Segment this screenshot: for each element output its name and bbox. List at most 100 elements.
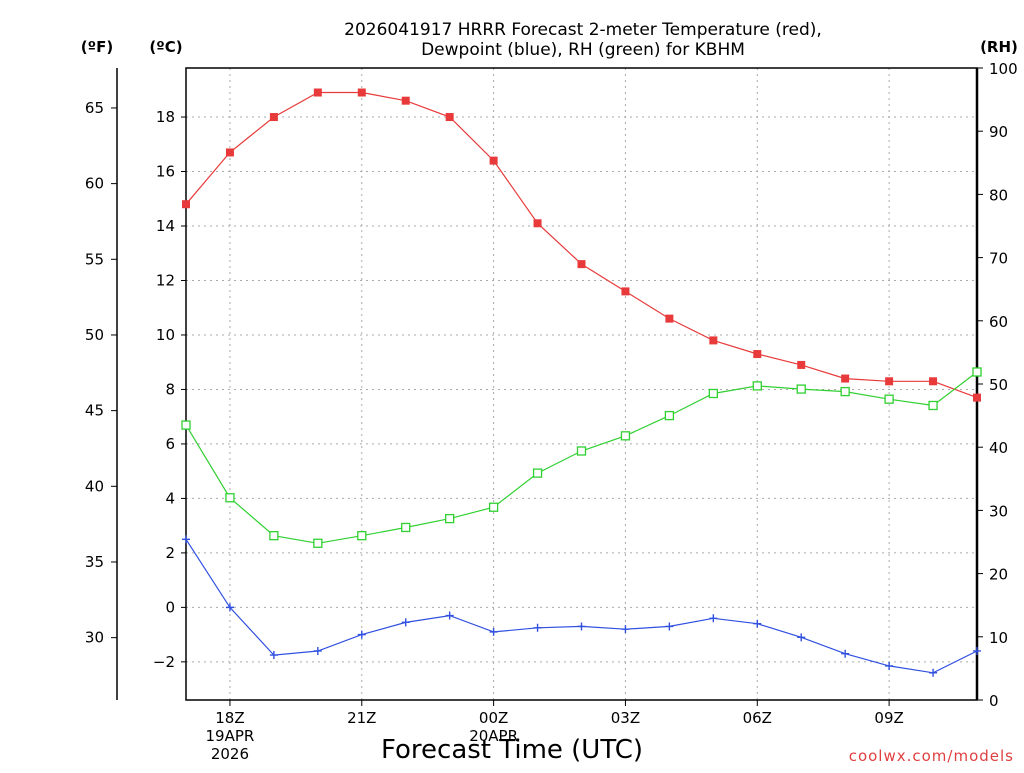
celsius-tick-label: 2 [165,544,175,562]
dewpoint-point [269,651,278,660]
dewpoint-point [885,661,894,670]
dewpoint-point [357,630,366,639]
celsius-unit-label: (ºC) [149,38,182,56]
temperature-point [182,200,190,209]
data-series [181,88,982,677]
rh-point [884,394,894,404]
fahrenheit-tick-label: 60 [85,175,104,193]
x-tick-label: 09Z [874,709,903,727]
rh-tick-label: 90 [989,123,1008,141]
x-tick-label: 21Z [347,709,376,727]
fahrenheit-tick-label: 40 [85,477,104,495]
celsius-tick-label: 18 [156,108,175,126]
temperature-point [621,287,630,296]
dewpoint-point [973,646,981,655]
celsius-tick-label: 4 [165,489,175,507]
rh-point [840,386,850,397]
temperature-point [357,88,366,97]
temperature-point [313,88,322,97]
temperature-point [225,148,234,157]
celsius-tick-label: 6 [165,435,175,453]
rh-point [532,468,543,478]
dewpoint-point [313,646,322,655]
dewpoint-point [445,611,454,620]
rh-point [972,367,982,377]
credit-label: coolwx.com/models [849,747,1014,765]
rh-tick-label: 40 [989,439,1008,457]
x-tick-label: 2026 [211,745,249,763]
fahrenheit-tick-label: 55 [85,250,104,268]
fahrenheit-tick-label: 35 [85,553,104,571]
rh-tick-label: 50 [989,376,1008,394]
celsius-tick-label: 14 [156,217,175,235]
dewpoint-point [533,623,542,632]
temperature-point [973,393,981,402]
fahrenheit-tick-label: 65 [85,99,104,117]
dewpoint-point [182,535,190,544]
x-tick-label: 20APR [469,727,518,745]
dewpoint-point [841,649,850,658]
dewpoint-point [709,614,718,623]
dewpoint-point [225,603,234,612]
rh-unit-label: (RH) [980,38,1018,56]
rh-tick-label: 60 [989,313,1008,331]
celsius-tick-label: 0 [165,598,175,616]
dewpoint-line [185,538,978,674]
fahrenheit-tick-label: 30 [85,629,104,647]
x-tick-label: 18Z [215,709,244,727]
x-tick-label: 00Z [479,709,508,727]
temperature-point [445,113,454,122]
rh-point [313,538,323,548]
rh-point [488,502,499,512]
rh-point [401,522,411,533]
rh-point [620,431,631,441]
x-tick-label: 19APR [206,727,255,745]
temperature-point [577,260,586,269]
fahrenheit-unit-label: (ºF) [81,38,113,56]
temperature-point [841,374,850,383]
dewpoint-point [665,622,674,631]
rh-point [269,531,279,541]
chart-title-line-2: Dewpoint (blue), RH (green) for KBHM [421,40,745,60]
chart-title-line-1: 2026041917 HRRR Forecast 2-meter Tempera… [344,20,822,40]
temperature-line [185,91,978,399]
rh-tick-label: 100 [989,60,1018,78]
dewpoint-point [621,625,630,634]
celsius-tick-label: −2 [153,653,175,671]
rh-point [181,420,191,430]
rh-point [928,400,938,411]
temperature-point [709,336,718,345]
rh-point [357,531,367,541]
rh-line [185,371,978,544]
dewpoint-point [577,622,586,631]
celsius-tick-label: 16 [156,163,175,181]
temperature-point [797,360,806,369]
rh-tick-label: 0 [989,692,999,710]
fahrenheit-tick-label: 50 [85,326,104,344]
dewpoint-point [489,627,498,636]
temperature-point [269,113,278,122]
rh-point [445,513,455,524]
rh-point [576,446,587,456]
x-axis-title: Forecast Time (UTC) [381,735,643,765]
gridlines [186,68,977,700]
celsius-tick-label: 8 [165,380,175,398]
rh-point [708,388,718,399]
temperature-point [533,219,542,228]
x-tick-label: 06Z [743,709,772,727]
temperature-point [401,96,410,105]
celsius-tick-label: 12 [156,271,175,289]
rh-point [796,384,806,394]
dewpoint-point [797,633,806,642]
rh-point [225,493,235,503]
rh-tick-label: 70 [989,250,1008,268]
rh-tick-label: 30 [989,502,1008,520]
rh-point [664,410,675,421]
fahrenheit-tick-label: 45 [85,402,104,420]
celsius-tick-label: 10 [156,326,175,344]
temperature-point [885,377,894,386]
plot-area-frame [185,67,978,701]
temperature-point [665,314,674,323]
